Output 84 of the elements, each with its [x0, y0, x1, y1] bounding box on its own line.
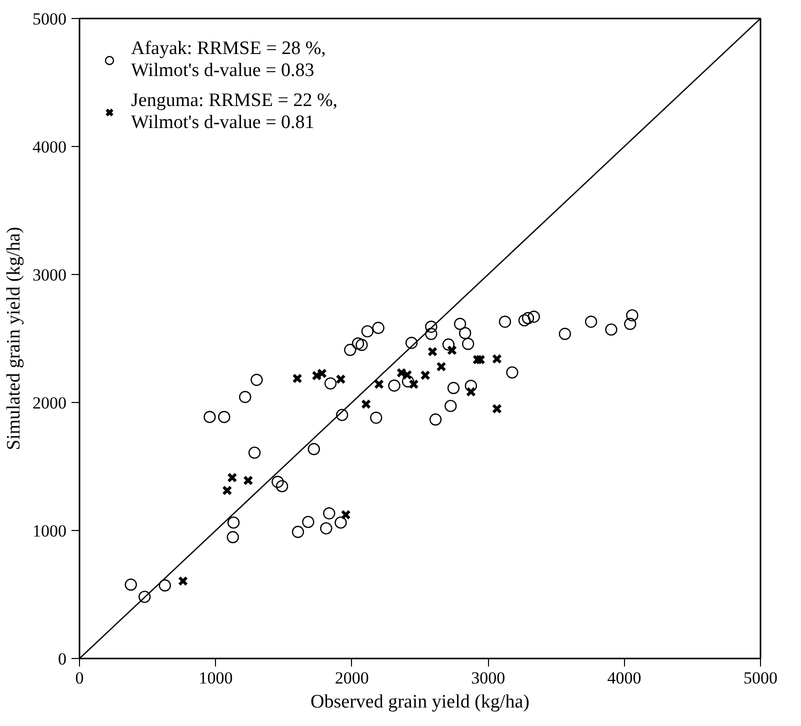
point	[626, 309, 638, 322]
point	[425, 328, 438, 340]
point	[444, 400, 457, 412]
point	[447, 382, 460, 394]
point	[272, 476, 284, 488]
point	[158, 579, 171, 592]
point	[408, 379, 419, 390]
point	[336, 374, 346, 384]
point	[464, 380, 478, 392]
point	[344, 344, 356, 356]
point	[323, 507, 336, 520]
point	[466, 386, 476, 397]
y-axis-title: Simulated grain yield (kg/ha)	[4, 226, 24, 450]
y-tick-label: 0	[58, 650, 66, 668]
point	[420, 370, 430, 380]
point	[506, 366, 518, 379]
point	[442, 338, 455, 351]
point	[528, 310, 540, 323]
point	[492, 354, 502, 364]
point	[429, 413, 442, 426]
point	[292, 373, 302, 384]
point	[605, 323, 618, 336]
point	[226, 531, 239, 544]
point	[243, 475, 254, 486]
legend-label: Jenguma: RRMSE = 22 %, Wilmot's d-value = 0.81	[131, 90, 338, 134]
y-tick-label: 2000	[32, 394, 66, 412]
point	[352, 337, 364, 350]
point	[356, 338, 368, 351]
point	[340, 510, 351, 520]
point	[292, 526, 304, 538]
point	[458, 327, 472, 340]
point	[302, 516, 314, 528]
point	[462, 338, 474, 350]
point	[124, 578, 137, 591]
x-axis-title: Observed grain yield (kg/ha)	[310, 692, 530, 712]
point	[334, 516, 347, 529]
point	[320, 522, 332, 534]
point	[361, 325, 374, 338]
point	[402, 375, 414, 388]
point	[276, 480, 288, 492]
y-tick-label: 1000	[32, 522, 66, 540]
point	[361, 399, 372, 410]
point	[558, 328, 572, 340]
point	[227, 472, 238, 483]
point	[248, 446, 261, 459]
point	[454, 318, 466, 330]
y-tick-label: 5000	[32, 10, 66, 28]
point	[475, 354, 486, 365]
point	[336, 408, 348, 422]
x-tick-label: 0	[75, 668, 84, 688]
point	[227, 516, 240, 529]
x-tick-label: 1000	[198, 668, 233, 688]
point	[308, 443, 320, 456]
point	[388, 380, 400, 392]
point	[584, 316, 598, 328]
point	[239, 390, 252, 404]
y-tick-label: 3000	[32, 266, 66, 284]
point	[222, 485, 232, 496]
x-tick-label: 4000	[607, 668, 642, 688]
point	[436, 362, 446, 372]
point	[204, 410, 216, 424]
point	[370, 412, 382, 424]
point	[372, 322, 384, 334]
x-tick-label: 5000	[744, 668, 778, 688]
point	[427, 346, 438, 357]
legend-label: Afayak: RRMSE = 28 %, Wilmot's d-value = 0.83	[131, 38, 326, 82]
point	[138, 590, 151, 603]
y-tick-label: 4000	[32, 138, 66, 156]
point	[498, 316, 512, 328]
point	[446, 345, 458, 356]
point	[374, 379, 384, 390]
x-tick-label: 3000	[471, 668, 506, 688]
point	[522, 312, 534, 324]
point	[405, 336, 418, 349]
point	[218, 410, 230, 424]
point	[472, 354, 483, 365]
point	[624, 318, 636, 330]
point	[324, 377, 337, 390]
point	[178, 576, 188, 586]
x-tick-label: 2000	[334, 668, 369, 688]
point	[425, 320, 438, 333]
point	[492, 404, 502, 414]
point	[250, 374, 263, 386]
point	[518, 314, 531, 326]
